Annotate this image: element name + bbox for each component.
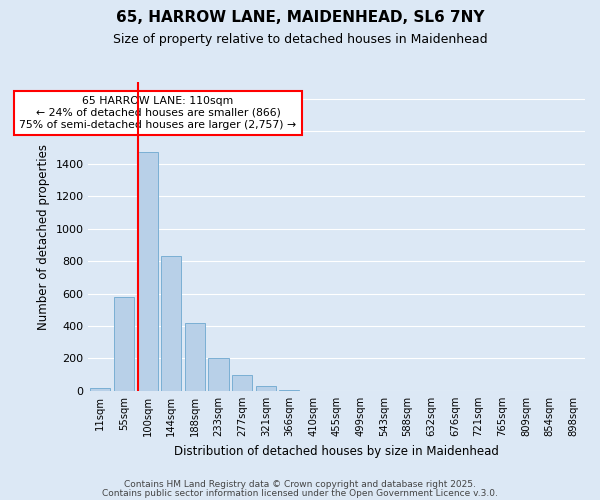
Bar bbox=[161, 256, 181, 391]
Bar bbox=[90, 388, 110, 391]
Text: 65 HARROW LANE: 110sqm
← 24% of detached houses are smaller (866)
75% of semi-de: 65 HARROW LANE: 110sqm ← 24% of detached… bbox=[19, 96, 296, 130]
Text: Contains HM Land Registry data © Crown copyright and database right 2025.: Contains HM Land Registry data © Crown c… bbox=[124, 480, 476, 489]
Bar bbox=[232, 374, 252, 391]
Bar bbox=[185, 323, 205, 391]
X-axis label: Distribution of detached houses by size in Maidenhead: Distribution of detached houses by size … bbox=[174, 444, 499, 458]
Text: 65, HARROW LANE, MAIDENHEAD, SL6 7NY: 65, HARROW LANE, MAIDENHEAD, SL6 7NY bbox=[116, 10, 484, 25]
Bar bbox=[280, 390, 299, 391]
Text: Size of property relative to detached houses in Maidenhead: Size of property relative to detached ho… bbox=[113, 32, 487, 46]
Bar bbox=[137, 152, 158, 391]
Bar bbox=[114, 297, 134, 391]
Y-axis label: Number of detached properties: Number of detached properties bbox=[37, 144, 50, 330]
Bar bbox=[256, 386, 276, 391]
Bar bbox=[208, 358, 229, 391]
Text: Contains public sector information licensed under the Open Government Licence v.: Contains public sector information licen… bbox=[102, 488, 498, 498]
